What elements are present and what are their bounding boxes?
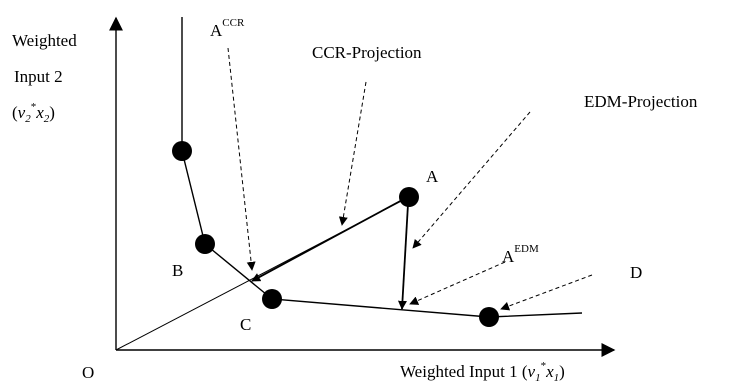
- a-edm-pointer: [409, 261, 506, 305]
- a-ccr-pointer: [227, 47, 256, 271]
- d-pointer: [500, 274, 593, 311]
- point-d: [479, 307, 499, 327]
- efficient-frontier: [181, 17, 583, 318]
- y-axis-label-line1: Weighted: [12, 31, 77, 50]
- label-a: A: [426, 167, 439, 186]
- origin-label: O: [82, 363, 94, 382]
- x-axis-label: Weighted Input 1 (v1*x1): [400, 360, 565, 383]
- ccr-projection-pointer: [338, 81, 367, 226]
- edm-projection-label: EDM-Projection: [584, 92, 698, 111]
- ccr-projection-arrow: [251, 198, 405, 282]
- label-b: B: [172, 261, 183, 280]
- point-vertex-top: [172, 141, 192, 161]
- edm-projection-arrow: [397, 203, 409, 310]
- point-c: [262, 289, 282, 309]
- point-a: [399, 187, 419, 207]
- ccr-projection-label: CCR-Projection: [312, 43, 422, 62]
- label-d: D: [630, 263, 642, 282]
- label-c: C: [240, 315, 251, 334]
- y-axis-label-line2: Input 2: [14, 67, 63, 86]
- a-edm-label: AEDM: [502, 243, 539, 266]
- a-ccr-label: ACCR: [210, 17, 245, 40]
- y-axis-label-var: (v2*x2): [12, 101, 55, 125]
- edm-projection-pointer: [412, 111, 531, 249]
- point-b: [195, 234, 215, 254]
